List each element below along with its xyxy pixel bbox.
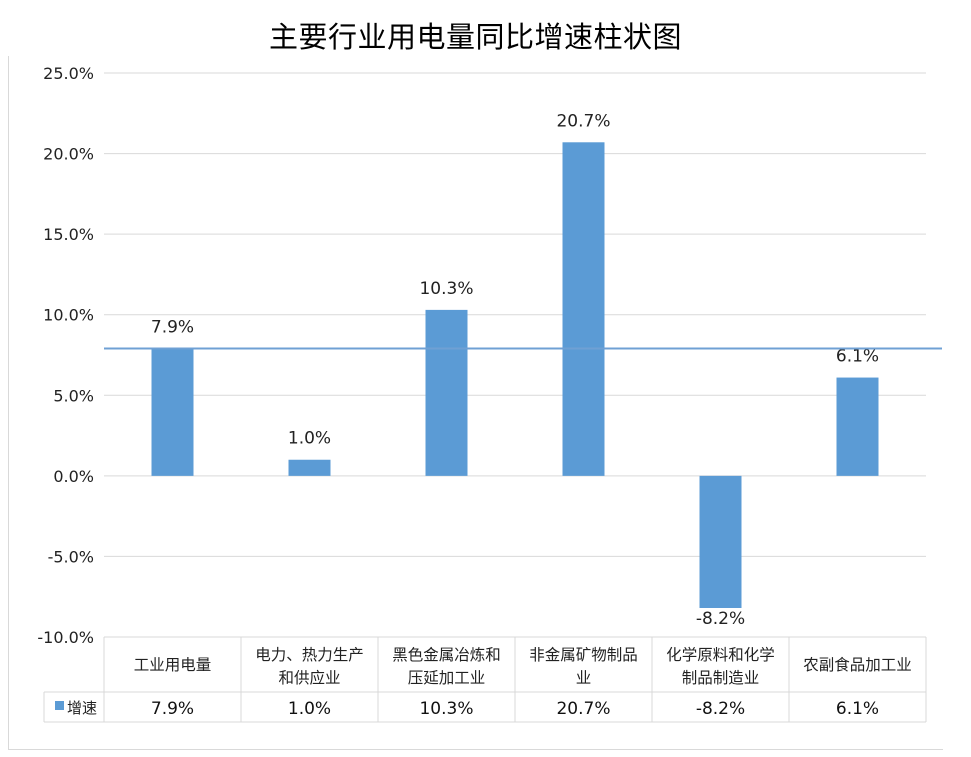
- gridlines: [104, 72, 926, 638]
- y-tick-label: 25.0%: [43, 64, 94, 83]
- data-label: 10.3%: [419, 279, 473, 299]
- category-label: 电力、热力生产: [255, 646, 364, 664]
- y-tick-label: -10.0%: [37, 628, 94, 647]
- category-label: 业: [576, 669, 592, 687]
- table-value: 10.3%: [419, 699, 473, 719]
- category-label: 农副食品加工业: [803, 656, 912, 674]
- category-label: 非金属矿物制品: [529, 646, 638, 664]
- table-value: 7.9%: [151, 699, 194, 719]
- y-tick-label: 10.0%: [43, 306, 94, 325]
- y-tick-label: 5.0%: [53, 386, 94, 405]
- y-tick-label: -5.0%: [48, 547, 94, 566]
- data-label: 7.9%: [151, 318, 194, 338]
- bar: [699, 475, 742, 608]
- y-tick-label: 20.0%: [43, 145, 94, 164]
- chart-frame: [8, 56, 943, 750]
- bars: [151, 142, 879, 608]
- bar: [562, 142, 605, 476]
- data-labels: 7.9% 1.0% 10.3% 20.7% -8.2% 6.1%: [151, 111, 879, 629]
- category-label: 化学原料和化学: [666, 646, 775, 664]
- bar: [425, 309, 468, 476]
- bar: [288, 459, 331, 476]
- category-label: 工业用电量: [134, 656, 212, 674]
- legend-swatch: [55, 701, 64, 710]
- category-label: 制品制造业: [682, 669, 760, 687]
- table-value: 1.0%: [288, 699, 331, 719]
- category-label: 和供应业: [278, 668, 340, 687]
- category-label: 压延加工业: [408, 669, 486, 687]
- bar: [151, 348, 194, 476]
- data-label: 1.0%: [288, 429, 331, 449]
- legend-label: 增速: [67, 699, 97, 717]
- data-label: 20.7%: [556, 111, 610, 131]
- data-label: -8.2%: [696, 609, 745, 629]
- y-axis-ticks: 25.0% 20.0% 15.0% 10.0% 5.0% 0.0% -5.0% -10.0%: [37, 64, 94, 647]
- chart-title: 主要行业用电量同比增速柱状图: [268, 20, 682, 54]
- y-tick-label: 15.0%: [43, 225, 94, 244]
- bar: [836, 377, 879, 476]
- table-value: 20.7%: [556, 699, 610, 719]
- table-value: -8.2%: [696, 699, 745, 719]
- category-label: 黑色金属冶炼和: [392, 646, 501, 664]
- table-value: 6.1%: [836, 699, 879, 719]
- data-label: 6.1%: [836, 347, 879, 367]
- y-tick-label: 0.0%: [53, 467, 94, 486]
